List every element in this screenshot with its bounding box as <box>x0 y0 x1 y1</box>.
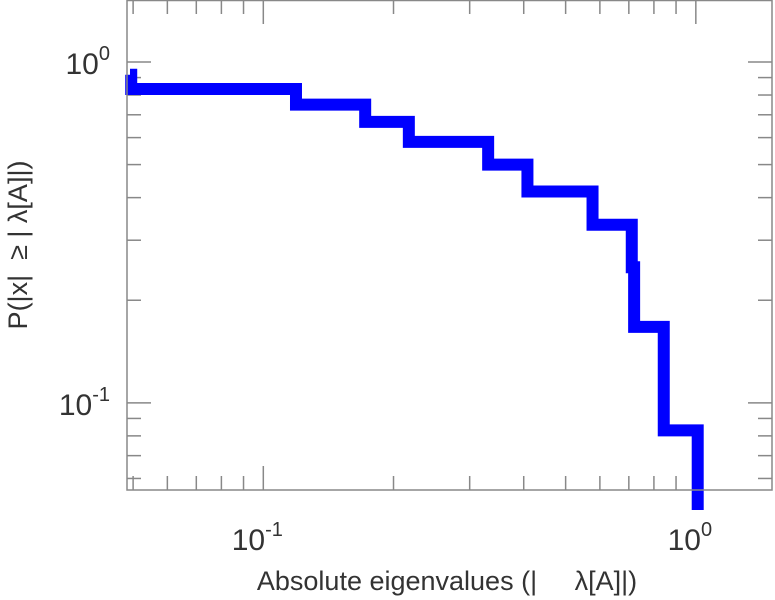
x-tick-labels: 10-1 100 <box>232 519 712 557</box>
y-tick-label: 10-1 <box>59 384 110 422</box>
plot-frame <box>126 0 773 491</box>
y-tick-label: 100 <box>66 43 111 81</box>
y-axis-label: P(|x| ≥ | λ[A]|) <box>3 161 33 330</box>
x-tick-label: 10-1 <box>232 519 283 557</box>
y-tick-labels: 10-1 100 <box>59 43 110 422</box>
x-tick-label: 100 <box>668 519 713 557</box>
x-axis-label: Absolute eigenvalues (| λ[A]|) <box>257 566 637 596</box>
ticks <box>127 0 772 490</box>
series-ccdf-line <box>125 68 704 510</box>
